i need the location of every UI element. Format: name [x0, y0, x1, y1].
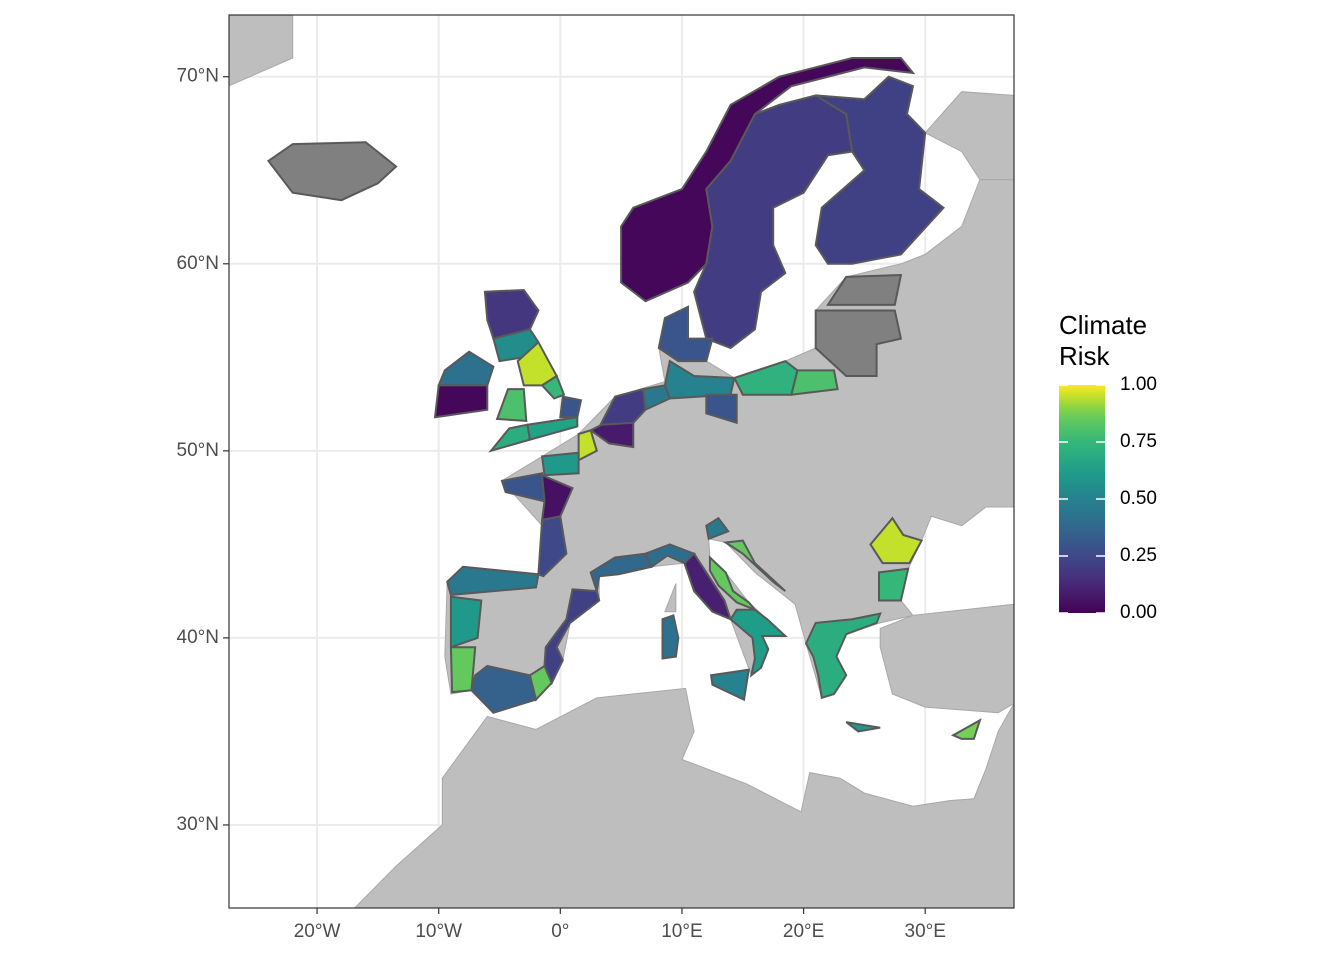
region	[705, 393, 738, 425]
region	[790, 369, 839, 396]
y-tick-label: 50°N	[177, 440, 219, 461]
x-tick-label: 10°E	[661, 921, 702, 942]
x-tick-label: 10°W	[415, 921, 462, 942]
region	[588, 421, 635, 449]
y-tick-label: 30°N	[177, 814, 219, 835]
region	[693, 94, 854, 350]
region	[804, 612, 882, 700]
region	[559, 395, 583, 419]
colorbar-tick-label: 0.25	[1120, 545, 1157, 566]
region	[540, 473, 574, 522]
region	[449, 595, 483, 649]
region	[495, 388, 528, 422]
region	[540, 374, 566, 400]
y-tick-label: 60°N	[177, 253, 219, 274]
colorbar-tick-label: 0.00	[1120, 602, 1157, 623]
region	[449, 646, 477, 694]
region	[577, 429, 598, 462]
region	[446, 565, 540, 596]
panel-border	[228, 14, 1015, 909]
region	[683, 552, 733, 621]
y-tick-label: 70°N	[177, 66, 219, 87]
region	[722, 539, 786, 592]
legend-title: Risk	[1059, 341, 1111, 371]
legend: Climate Risk 0.00 0.25 0.50 0.75 1.00	[1059, 310, 1157, 623]
region	[814, 75, 945, 265]
region	[433, 384, 489, 419]
region	[537, 515, 568, 578]
region	[950, 718, 982, 740]
x-tick-label: 20°E	[783, 921, 824, 942]
regions	[266, 57, 982, 740]
colorbar-tick-label: 1.00	[1120, 374, 1157, 395]
axes: 20°W 10°W 0° 10°E 20°E 30°E 30°N 40°N 50°N 60°N 70…	[177, 66, 946, 942]
region	[705, 516, 730, 541]
region	[526, 416, 579, 441]
region	[869, 516, 924, 565]
region	[620, 57, 916, 303]
region	[709, 668, 751, 702]
region-no-data	[826, 273, 903, 306]
land-shape	[879, 603, 1014, 714]
region-no-data	[266, 141, 398, 202]
land-shape	[229, 15, 294, 87]
region	[845, 721, 881, 733]
x-tick-label: 0°	[551, 921, 569, 942]
region	[729, 608, 788, 678]
land-shape	[664, 583, 677, 613]
legend-title: Climate	[1059, 310, 1147, 340]
region	[661, 614, 680, 660]
region	[878, 567, 910, 602]
region	[540, 451, 580, 477]
x-tick-label: 30°E	[905, 921, 946, 942]
land-shape	[924, 91, 1014, 181]
y-tick-label: 40°N	[177, 627, 219, 648]
region-no-data	[814, 309, 903, 377]
region	[657, 305, 714, 363]
colorbar-tick-label: 0.75	[1120, 431, 1157, 452]
land-shape	[353, 687, 1014, 908]
colorbar-tick-label: 0.50	[1120, 488, 1157, 509]
x-tick-label: 20°W	[294, 921, 341, 942]
